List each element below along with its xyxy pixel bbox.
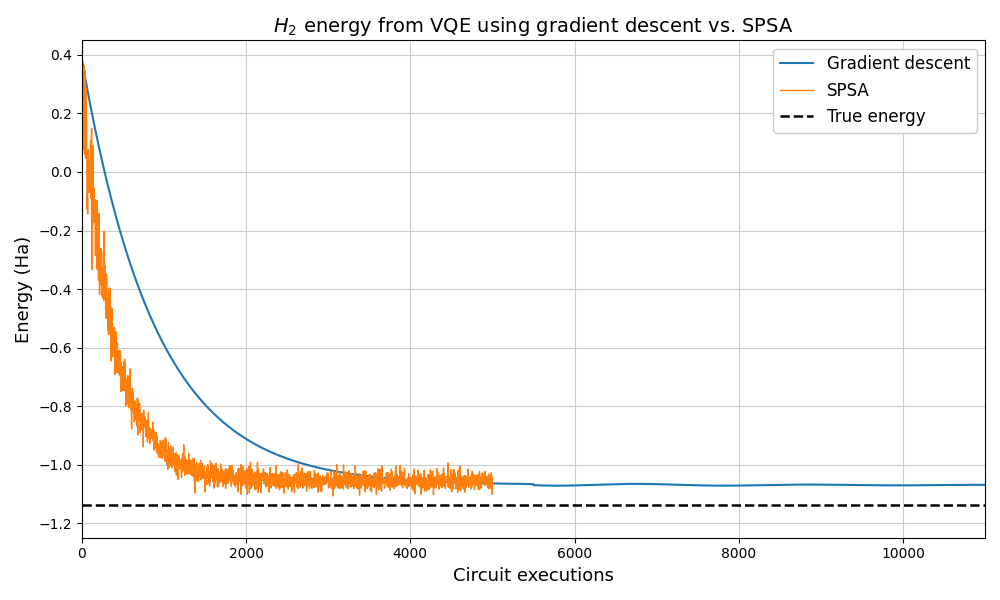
- SPSA: [276, 478, 288, 485]
- Gradient descent: [979, 481, 991, 488]
- SPSA: [76, 62, 88, 69]
- SPSA: [265, 479, 277, 486]
- Legend: Gradient descent, SPSA, True energy: Gradient descent, SPSA, True energy: [773, 49, 977, 133]
- Y-axis label: Energy (Ha): Energy (Ha): [15, 235, 33, 343]
- SPSA: [486, 481, 498, 488]
- X-axis label: Circuit executions: Circuit executions: [453, 567, 614, 585]
- SPSA: [474, 480, 486, 487]
- Gradient descent: [422, 478, 434, 485]
- Gradient descent: [962, 481, 974, 488]
- Gradient descent: [76, 56, 88, 63]
- Gradient descent: [864, 482, 876, 489]
- True energy: [76, 501, 88, 508]
- Line: Gradient descent: Gradient descent: [82, 59, 985, 485]
- Title: $\it{H}_2$ energy from VQE using gradient descent vs. SPSA: $\it{H}_2$ energy from VQE using gradien…: [273, 15, 794, 38]
- True energy: [76, 501, 88, 508]
- Gradient descent: [551, 482, 563, 489]
- SPSA: [399, 478, 411, 485]
- Gradient descent: [232, 430, 244, 437]
- SPSA: [475, 480, 487, 487]
- Line: SPSA: SPSA: [82, 65, 492, 496]
- Gradient descent: [461, 479, 473, 487]
- SPSA: [327, 493, 339, 500]
- SPSA: [97, 272, 109, 279]
- Gradient descent: [179, 376, 191, 383]
